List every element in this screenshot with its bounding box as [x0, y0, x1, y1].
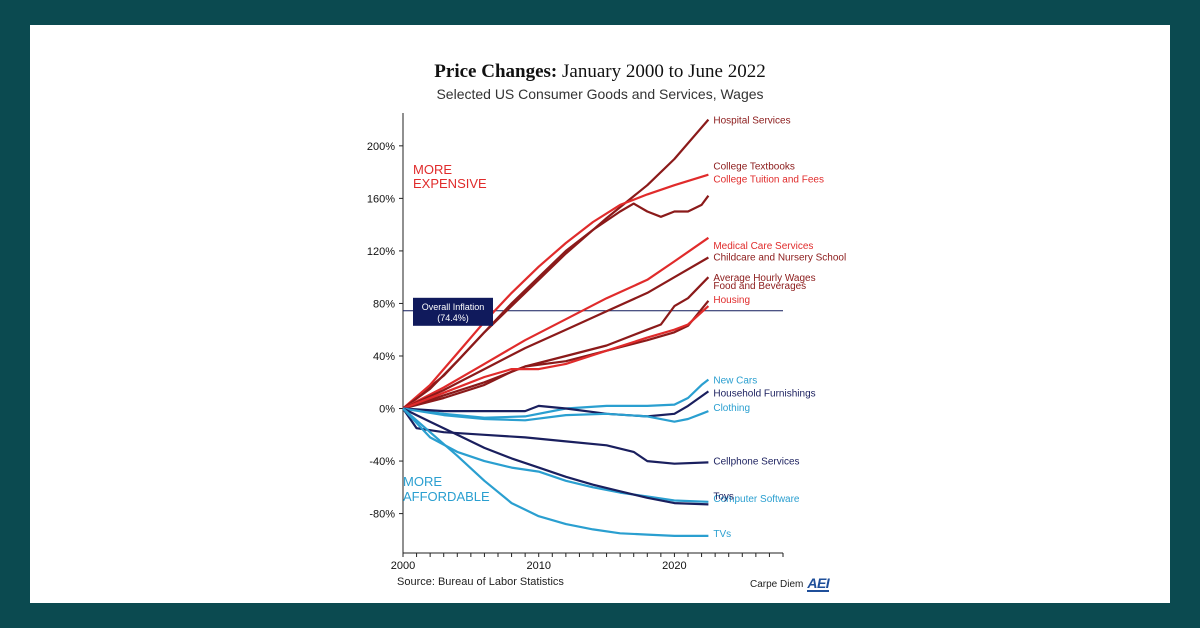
series-label: Clothing [713, 403, 750, 414]
x-tick-label: 2020 [662, 560, 686, 572]
x-tick-label: 2000 [391, 560, 415, 572]
chart-header: Price Changes: January 2000 to June 2022… [30, 61, 1170, 102]
y-tick-label: 40% [373, 351, 395, 363]
series-label: Housing [713, 295, 750, 306]
brand: Carpe Diem AEI [750, 575, 830, 592]
series-label: Toys [713, 491, 734, 502]
series-line-average-hourly-wages [402, 276, 710, 410]
chart-card: Price Changes: January 2000 to June 2022… [30, 25, 1170, 603]
y-tick-label: 120% [367, 246, 395, 258]
series-line-tvs [402, 407, 709, 537]
series-label: Computer Software [713, 494, 800, 505]
chart-title-bold: Price Changes: [434, 61, 558, 82]
aei-logo-icon: AEI [807, 575, 830, 592]
series-label: Cellphone Services [713, 456, 799, 467]
series-label: Medical Care Services [713, 241, 813, 252]
series-line-college-tuition-and-fees [402, 173, 709, 410]
series-line-new-cars [402, 378, 710, 419]
series-label: College Textbooks [713, 162, 795, 173]
y-tick-label: 80% [373, 298, 395, 310]
more-affordable-line1: MORE [403, 474, 442, 489]
more-affordable-line2: AFFORDABLE [403, 489, 490, 504]
series-line-housing [402, 305, 710, 410]
more-expensive-line1: MORE [413, 162, 452, 177]
y-tick-label: -40% [369, 456, 395, 468]
series-label: Average Hourly Wages [713, 273, 815, 284]
series-line-food-and-beverages [402, 300, 710, 410]
series-line-clothing [402, 407, 709, 423]
more-expensive-line2: EXPENSIVE [413, 176, 487, 191]
series-line-college-textbooks [402, 195, 710, 410]
inflation-box-line2: (74.4%) [437, 313, 469, 323]
series-label: Childcare and Nursery School [713, 252, 846, 263]
brand-text: Carpe Diem [750, 579, 804, 590]
y-tick-label: 200% [367, 141, 395, 153]
series-line-household-furnishings [402, 390, 710, 418]
series-line-toys [402, 407, 709, 506]
series-line-medical-care-services [402, 236, 710, 410]
line-chart: 200% 160% 120% 80% 40% 0% -40% -80% 2000 2010 2020… [367, 113, 846, 572]
series-label: Household Furnishings [713, 388, 815, 399]
y-tick-label: 160% [367, 193, 395, 205]
chart-subtitle: Selected US Consumer Goods and Services,… [436, 86, 764, 102]
chart-title-rest: January 2000 to June 2022 [562, 61, 766, 82]
series-label: Food and Beverages [713, 281, 806, 292]
series-label: TVs [713, 529, 731, 540]
series-label: New Cars [713, 376, 757, 387]
series-label: College Tuition and Fees [713, 175, 824, 186]
series-line-computer-software [402, 407, 709, 503]
inflation-box [413, 297, 493, 326]
inflation-box-line1: Overall Inflation [422, 302, 485, 312]
y-tick-label: -80% [369, 509, 395, 521]
y-tick-label: 0% [379, 404, 395, 416]
chart-title: Price Changes: January 2000 to June 2022 [30, 61, 1170, 83]
series-line-childcare-and-nursery-school [402, 256, 709, 410]
series-label: Hospital Services [713, 116, 790, 127]
x-tick-label: 2010 [526, 560, 550, 572]
series-line-cellphone-services [402, 407, 709, 465]
source-note: Source: Bureau of Labor Statistics [397, 576, 564, 588]
